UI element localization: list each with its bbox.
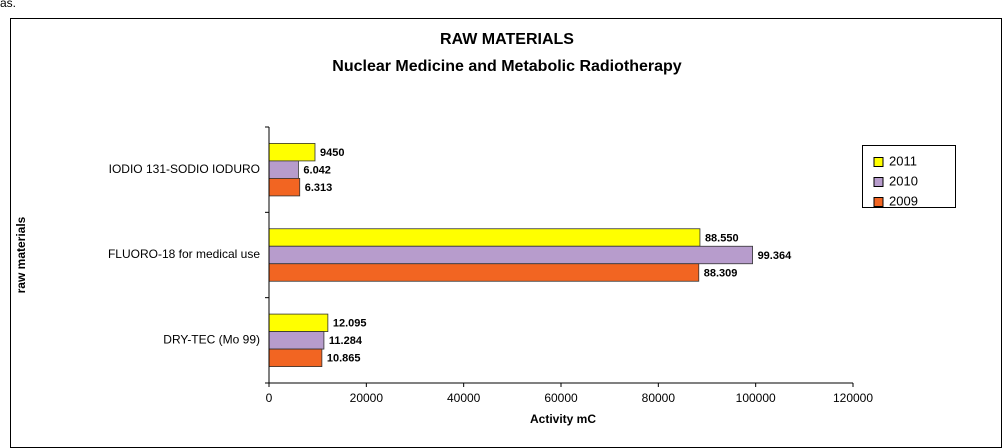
data-label: 88.309 <box>704 267 738 279</box>
y-tick-label: FLUORO-18 for medical use <box>108 247 260 261</box>
bar <box>268 331 325 350</box>
y-tick-label: DRY-TEC (Mo 99) <box>163 333 260 347</box>
x-tick-label: 100000 <box>736 391 776 405</box>
x-axis-title: Activity mC <box>530 412 596 426</box>
data-label: 6.313 <box>305 182 333 194</box>
x-tick-label: 20000 <box>350 391 384 405</box>
x-tick-label: 40000 <box>447 391 481 405</box>
bar <box>268 178 301 197</box>
bar <box>268 228 701 247</box>
bar <box>268 245 753 265</box>
y-axis-title: raw materials <box>14 216 28 293</box>
fragment-text: as. <box>0 0 16 10</box>
data-label: 9450 <box>320 147 344 159</box>
data-label: 6.042 <box>303 165 331 177</box>
x-tick-label: 80000 <box>642 391 676 405</box>
y-tick-label: IODIO 131-SODIO IODURO <box>109 162 260 176</box>
bar <box>268 160 299 179</box>
bar <box>268 263 700 282</box>
x-tick-label: 60000 <box>544 391 578 405</box>
legend-swatch <box>873 157 884 167</box>
legend-label: 2009 <box>889 193 918 208</box>
legend-swatch <box>873 197 884 207</box>
data-label: 88.550 <box>705 232 739 244</box>
data-label: 10.865 <box>327 353 361 365</box>
x-tick-label: 0 <box>266 391 273 405</box>
data-label: 12.095 <box>333 318 367 330</box>
chart-title: RAW MATERIALS <box>440 31 574 48</box>
bar <box>268 313 329 332</box>
legend-label: 2010 <box>889 173 918 188</box>
data-label: 99.364 <box>758 250 793 262</box>
data-label: 11.284 <box>329 335 363 347</box>
x-tick-label: 120000 <box>833 391 873 405</box>
legend-label: 2011 <box>889 153 917 168</box>
bar <box>268 348 323 367</box>
chart-subtitle: Nuclear Medicine and Metabolic Radiother… <box>332 58 682 75</box>
legend-swatch <box>873 177 884 187</box>
bar <box>268 143 316 162</box>
